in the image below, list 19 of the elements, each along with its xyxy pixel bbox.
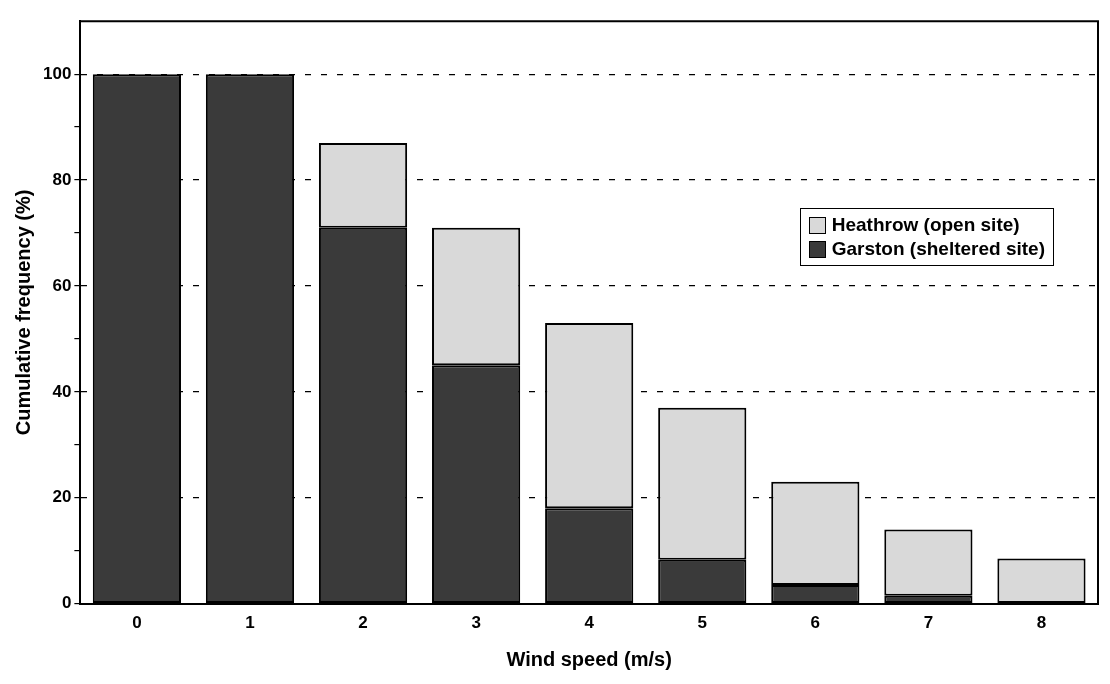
x-tick-label: 1 (245, 613, 255, 633)
y-tick-label: 20 (52, 487, 72, 507)
legend-label: Heathrow (open site) (831, 213, 1020, 237)
y-tick-label: 100 (42, 63, 72, 83)
y-tick-label: 0 (61, 593, 72, 613)
x-tick-label: 7 (923, 613, 934, 633)
x-tick-label: 6 (810, 613, 821, 633)
x-axis-title: Wind speed (m/s) (506, 647, 672, 670)
legend-label: Garston (sheltered site) (831, 237, 1045, 261)
y-tick-label: 80 (52, 169, 72, 189)
x-tick-label: 8 (1036, 613, 1047, 633)
x-tick-label: 0 (132, 613, 142, 633)
y-axis-title: Cumulative frequency (%) (11, 189, 34, 436)
x-tick-label: 2 (358, 613, 368, 633)
y-tick-label: 40 (52, 381, 72, 401)
x-tick-label: 5 (697, 613, 707, 633)
x-tick-label: 3 (471, 613, 481, 633)
y-tick-label: 60 (52, 275, 72, 295)
x-tick-label: 4 (584, 613, 595, 633)
